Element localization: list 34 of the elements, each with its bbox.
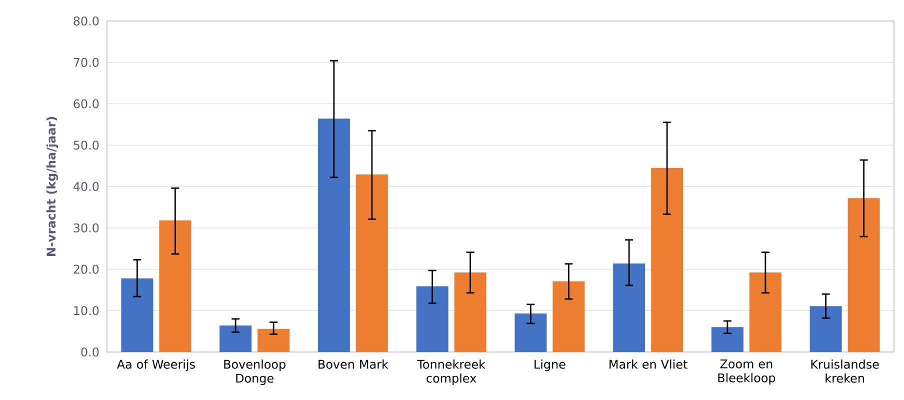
bar [121, 278, 154, 352]
bar [159, 220, 192, 352]
bar [416, 286, 448, 352]
bar [552, 281, 585, 352]
bar [258, 328, 290, 352]
bar [220, 326, 252, 352]
y-tick-label: 10.0 [74, 306, 99, 316]
y-tick-label: 30.0 [74, 223, 99, 232]
x-tick-label: Bovenloop Donge [224, 360, 286, 386]
y-tick-label: 60.0 [74, 99, 99, 108]
x-tick-label: Aa of Weerijs [116, 360, 195, 372]
bar [749, 272, 782, 352]
y-tick-label: 40.0 [73, 182, 99, 192]
bar [356, 174, 388, 352]
bar [848, 198, 880, 352]
bar [514, 314, 547, 352]
y-tick-label: 70.0 [74, 58, 99, 67]
bar [651, 168, 684, 352]
y-tick-label: 20.0 [74, 264, 99, 274]
x-tick-label: Boven Mark [318, 360, 388, 369]
y-tick-label: 50.0 [74, 140, 99, 150]
bar [454, 272, 486, 352]
bar [613, 263, 646, 352]
bar [711, 327, 744, 352]
y-tick-label: 80.0 [74, 16, 99, 26]
x-tick-label: Kruislandse kreken [811, 360, 879, 383]
y-axis-title: N-vracht (kg/ha/jaar) [46, 116, 58, 256]
x-tick-label: Mark en Vliet [610, 360, 688, 369]
x-tick-label: Ligne [534, 360, 566, 372]
x-tick-label: Tonnekreek complex [417, 360, 486, 386]
bar [318, 118, 350, 352]
x-tick-label: Zoom en Bleekloop [718, 360, 776, 385]
bar [810, 306, 842, 352]
y-tick-label: 0.0 [81, 347, 99, 357]
